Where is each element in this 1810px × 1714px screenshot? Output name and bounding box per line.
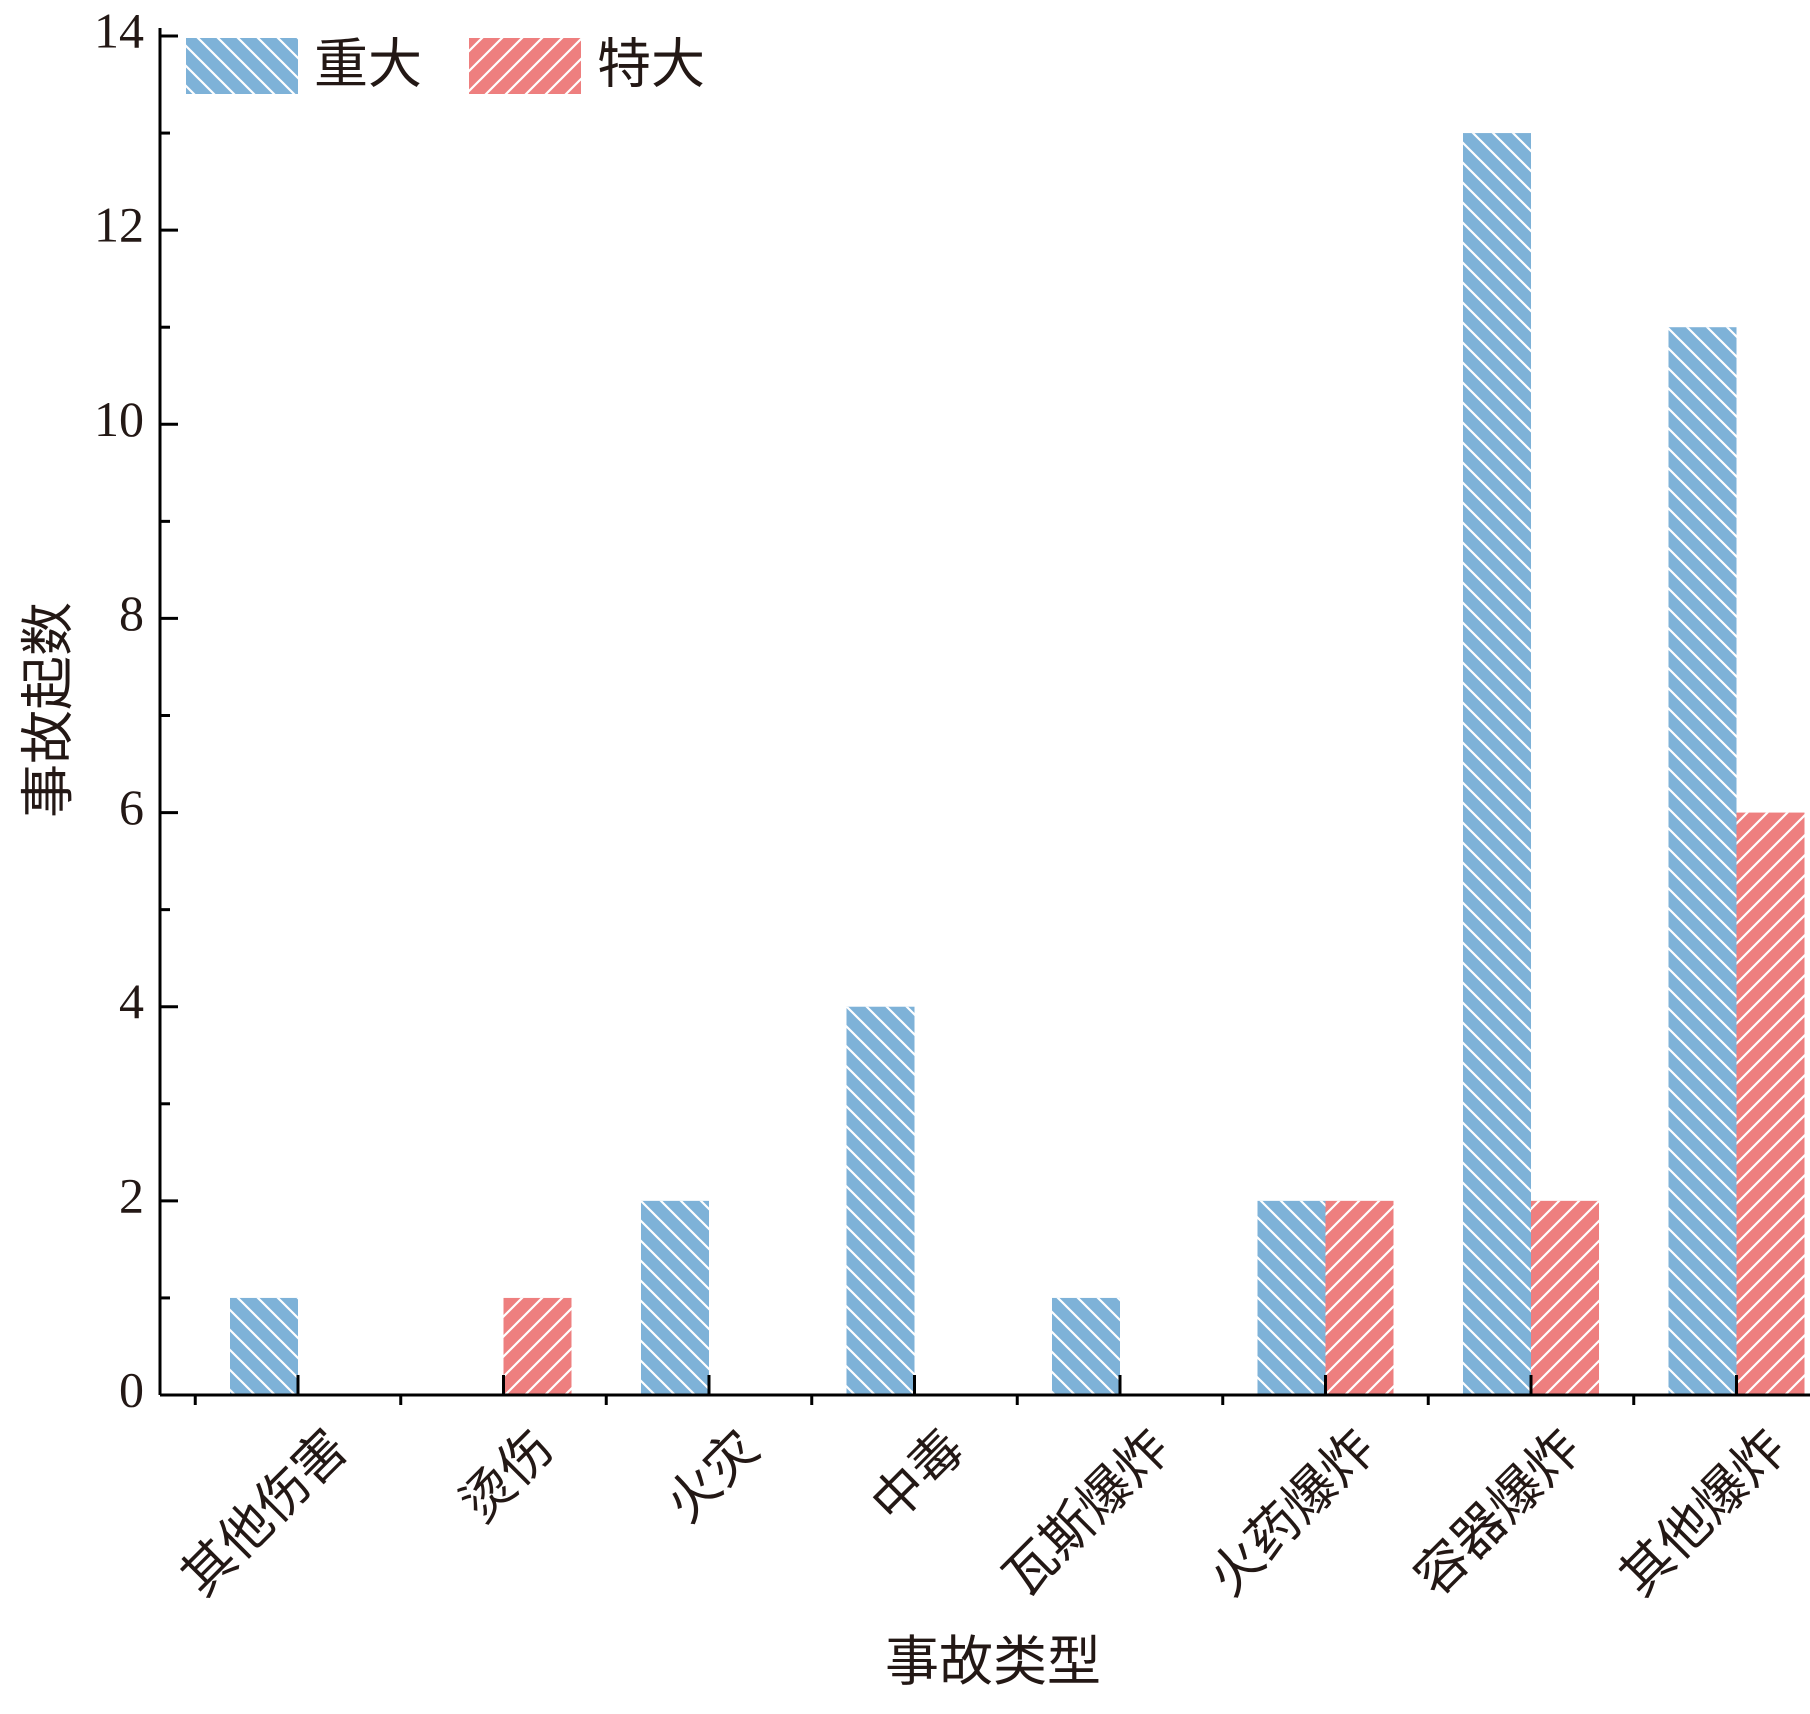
y-tick-label: 10 (94, 391, 144, 447)
bar-major-2 (641, 1200, 709, 1395)
legend-swatch-hatch (186, 38, 298, 94)
x-tick-label: 容器爆炸 (1403, 1418, 1593, 1608)
bars-layer (230, 133, 1805, 1396)
y-tick-label: 0 (119, 1361, 144, 1417)
x-tick-label: 火灾 (655, 1418, 771, 1534)
y-tick-label: 14 (94, 2, 144, 58)
y-tick-label: 4 (119, 973, 144, 1029)
x-axis-title: 事故类型 (885, 1630, 1101, 1693)
bar-hatch (230, 1297, 298, 1395)
x-tick-label: 其他爆炸 (1609, 1418, 1799, 1608)
bar-major-3 (846, 1006, 915, 1395)
legend-label: 特大 (597, 33, 705, 96)
x-tick-label: 其他伤害 (170, 1418, 360, 1608)
bar-hatch (1463, 133, 1531, 1396)
bar-hatch (1736, 812, 1805, 1395)
x-tick-label: 烫伤 (449, 1418, 565, 1534)
y-tick-label: 6 (119, 779, 144, 835)
bar-hatch (1668, 327, 1737, 1395)
y-tick-label: 12 (94, 197, 144, 253)
y-axis-title: 事故起数 (17, 602, 80, 818)
legend-item-extra: 特大 (469, 33, 705, 96)
y-tick-label: 2 (119, 1167, 144, 1223)
x-tick-label: 中毒 (860, 1418, 976, 1534)
legend-swatch-hatch (469, 38, 581, 94)
bar-major-6 (1463, 133, 1531, 1396)
axes-layer (158, 28, 1810, 1405)
bar-extra-6 (1531, 1200, 1599, 1395)
bar-major-0 (230, 1297, 298, 1395)
bar-major-4 (1052, 1297, 1120, 1395)
x-tick-label: 火药爆炸 (1198, 1418, 1388, 1608)
legend-item-major: 重大 (186, 33, 422, 96)
bar-extra-5 (1325, 1200, 1394, 1395)
y-tick-label: 8 (119, 585, 144, 641)
bar-hatch (1325, 1200, 1394, 1395)
bar-hatch (1257, 1200, 1326, 1395)
bar-extra-7 (1736, 812, 1805, 1395)
legend: 重大 特大 (186, 33, 705, 96)
bar-hatch (1052, 1297, 1120, 1395)
bar-hatch (846, 1006, 915, 1395)
bar-hatch (503, 1297, 572, 1395)
x-tick-label: 瓦斯爆炸 (992, 1418, 1182, 1608)
bar-extra-1 (503, 1297, 572, 1395)
bar-hatch (1531, 1200, 1599, 1395)
bar-major-5 (1257, 1200, 1326, 1395)
bar-hatch (641, 1200, 709, 1395)
bar-major-7 (1668, 327, 1737, 1395)
legend-label: 重大 (314, 33, 422, 96)
